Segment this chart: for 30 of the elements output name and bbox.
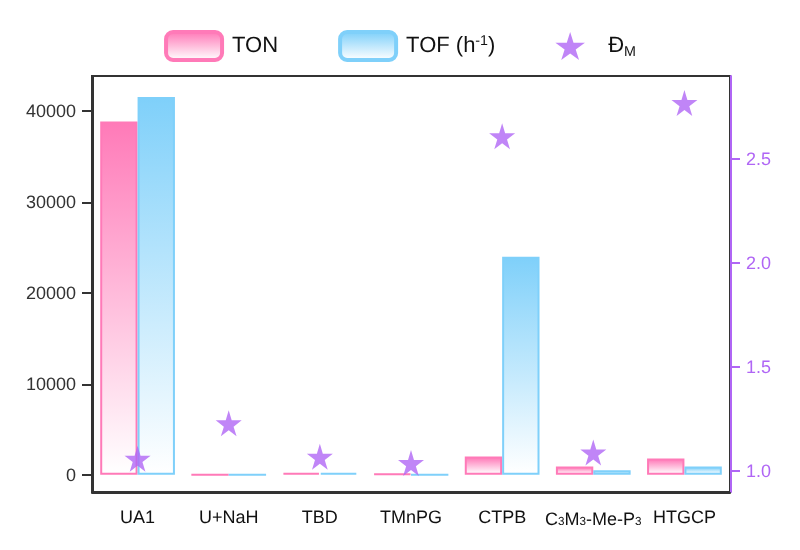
point bbox=[215, 410, 242, 437]
y-tick-label: 40000 bbox=[25, 101, 76, 122]
y-tick-label: 30000 bbox=[25, 192, 76, 213]
point bbox=[124, 445, 151, 472]
legend-label: TON bbox=[232, 34, 279, 58]
bar bbox=[555, 466, 594, 475]
y2-tick-label: 1.0 bbox=[746, 461, 772, 482]
bar bbox=[684, 466, 722, 475]
x-tick-label: UA1 bbox=[120, 507, 156, 527]
y-tick-label: 20000 bbox=[25, 283, 76, 304]
x-tick-label: CTPB bbox=[478, 507, 527, 527]
point bbox=[489, 123, 516, 150]
bar bbox=[137, 96, 175, 475]
x-tick-label: U+NaH bbox=[198, 507, 259, 527]
y2-tick-label: 1.5 bbox=[746, 357, 772, 378]
bar bbox=[100, 121, 138, 475]
y-tick-label: 10000 bbox=[25, 373, 76, 394]
y2-tick-label: 2.5 bbox=[746, 149, 772, 170]
point bbox=[580, 439, 607, 466]
point bbox=[671, 90, 698, 117]
point bbox=[398, 449, 424, 476]
bar bbox=[502, 256, 540, 475]
x-tick-label: TBD bbox=[301, 507, 339, 527]
x-tick-label: TMnPG bbox=[379, 507, 443, 527]
x-tick-label: HTGCP bbox=[652, 507, 716, 527]
bar bbox=[647, 458, 685, 475]
y-tick-label: 0 bbox=[65, 464, 76, 485]
y2-tick-label: 2.0 bbox=[746, 253, 772, 274]
point bbox=[306, 443, 333, 470]
bar bbox=[464, 456, 503, 475]
